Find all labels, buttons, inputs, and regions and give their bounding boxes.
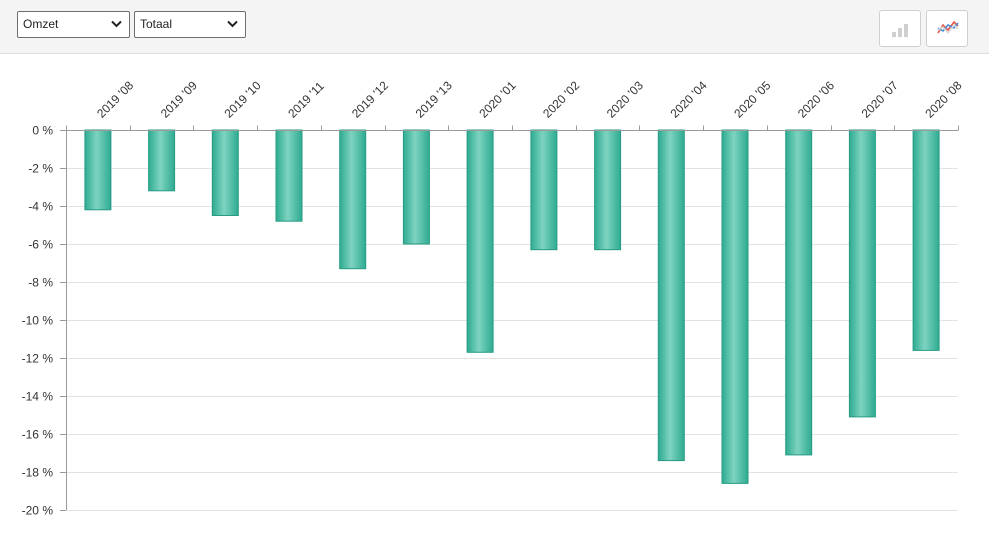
y-tick-label: -18 % (22, 466, 54, 480)
bar (275, 129, 303, 222)
y-tick-label: -20 % (22, 504, 54, 518)
x-tick-label: 2019 '13 (413, 78, 455, 120)
x-tick-label: 2019 '10 (222, 78, 264, 120)
x-tick-label: 2019 '12 (349, 78, 391, 120)
y-tick-label: -16 % (22, 428, 54, 442)
bar (848, 129, 876, 418)
y-tick-label: -12 % (22, 352, 54, 366)
bar-chart-icon (892, 24, 908, 37)
bar-chart: 0 % -2 % -4 % -6 % -8 % -10 % -12 % -14 % -16 % -… (22, 78, 965, 518)
y-tick-label: -10 % (22, 314, 54, 328)
metric-select[interactable]: Omzet (17, 11, 130, 38)
chart-toolbar: Omzet Totaal (0, 0, 989, 54)
x-tick-label: 2019 '09 (158, 78, 200, 120)
x-tick-label: 2020 '05 (731, 78, 773, 120)
segment-select-value: Totaal (140, 17, 173, 31)
y-tick-label: -2 % (28, 162, 53, 176)
y-tick-label: -4 % (28, 200, 53, 214)
bar (785, 129, 813, 456)
bar (339, 129, 367, 270)
bar (721, 129, 749, 484)
bar (912, 129, 940, 351)
bar (84, 129, 112, 211)
x-tick-label: 2020 '03 (604, 78, 646, 120)
x-tick-label: 2020 '01 (476, 78, 518, 120)
y-tick-label: 0 % (32, 124, 53, 138)
y-tick-label: -8 % (28, 276, 53, 290)
bar (402, 129, 430, 245)
bar (148, 129, 176, 192)
bar (657, 129, 685, 462)
bar-chart-button[interactable] (879, 10, 921, 47)
x-tick-label: 2020 '02 (540, 78, 582, 120)
bar (594, 129, 622, 251)
x-tick-label: 2019 '11 (285, 79, 327, 121)
line-chart-icon (937, 20, 959, 35)
x-tick-label: 2020 '06 (795, 78, 837, 120)
line-chart-button[interactable] (926, 10, 968, 47)
chevron-down-icon (227, 20, 238, 28)
x-tick-label: 2020 '04 (668, 78, 710, 120)
x-tick-label: 2019 '08 (94, 78, 136, 120)
y-axis: 0 % -2 % -4 % -6 % -8 % -10 % -12 % -14 % -16 % -… (22, 124, 67, 518)
segment-select[interactable]: Totaal (134, 11, 246, 38)
x-tick-label: 2020 '07 (859, 78, 901, 120)
bars (84, 129, 940, 484)
bar (530, 129, 558, 251)
y-tick-label: -6 % (28, 238, 53, 252)
y-tick-label: -14 % (22, 390, 54, 404)
metric-select-value: Omzet (23, 17, 59, 31)
bar (466, 129, 494, 353)
chevron-down-icon (111, 20, 122, 28)
gridlines (66, 168, 958, 511)
x-tick-label: 2020 '08 (922, 78, 964, 120)
bar (211, 129, 239, 216)
x-axis: 2019 '08 2019 '09 2019 '10 2019 '11 2019 '12… (66, 78, 965, 131)
